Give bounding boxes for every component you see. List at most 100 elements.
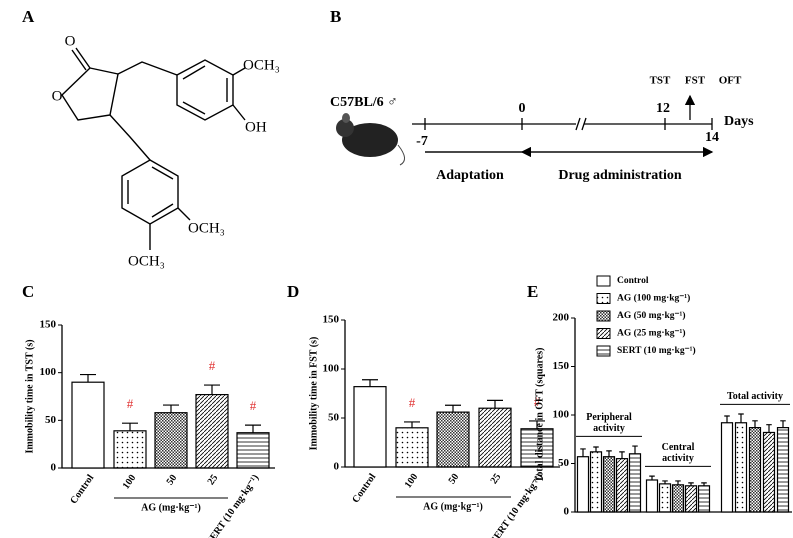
error-bar (245, 424, 261, 433)
group: OCH₃ (243, 57, 280, 73)
y-tick-label: 100 (553, 409, 570, 421)
y-axis-label: Immobility time in FST (s) (308, 337, 319, 451)
legend-label: AG (50 mg·kg⁻¹) (617, 310, 686, 321)
group-label-box: Total activity (726, 391, 783, 403)
annotation: # (209, 358, 216, 373)
bar (436, 411, 470, 468)
bar (154, 412, 188, 469)
error-bar (362, 379, 378, 387)
error-bar (649, 475, 655, 480)
y-tick-label: 50 (328, 412, 340, 424)
error-bar (606, 450, 612, 457)
group-label: Peripheral activity (586, 412, 632, 435)
bar (671, 484, 685, 513)
bar (353, 386, 387, 468)
group-label: AG (mg·kg⁻¹) (141, 502, 201, 513)
bar (615, 458, 629, 513)
y-axis-label: Total distance in OFT (squares) (534, 348, 545, 483)
bar (71, 381, 105, 469)
atom: O (52, 88, 63, 104)
timeline-tick: 0 (519, 101, 526, 116)
error-bar (766, 424, 772, 433)
bar (602, 456, 616, 513)
bar (734, 422, 748, 513)
error-bar (404, 421, 420, 428)
test-label: TST (650, 75, 671, 87)
mouse (336, 113, 405, 166)
group: OCH₃ (188, 220, 225, 236)
panel-label: A (22, 7, 35, 26)
error-bar (204, 384, 220, 395)
error-bar (701, 482, 707, 486)
group: OH (245, 119, 267, 135)
bar (658, 483, 672, 513)
bar (645, 479, 659, 513)
error-bar (487, 399, 503, 409)
error-bar (580, 448, 586, 457)
error-bar (529, 420, 545, 429)
error-bar (619, 451, 625, 459)
atom: O (65, 33, 76, 49)
error-bar (675, 480, 681, 485)
legend-swatch (596, 345, 611, 357)
error-bar (163, 404, 179, 413)
annotation: # (250, 398, 257, 413)
timeline-axis (412, 94, 712, 152)
bar (589, 451, 603, 513)
bar (113, 430, 147, 469)
bar (762, 431, 776, 513)
group-label: Total activity (726, 391, 783, 403)
x-tick-label: 100 (403, 472, 421, 491)
timeline-unit: Days (724, 114, 754, 129)
legend-swatch (596, 310, 611, 322)
error-bar (662, 480, 668, 484)
y-tick-label: 0 (51, 462, 57, 474)
error-bar (752, 420, 758, 428)
test-label: OFT (719, 75, 742, 87)
test-label: FST (685, 75, 706, 87)
bar (576, 456, 590, 513)
y-axis-label: Immobility time in TST (s) (24, 339, 35, 453)
x-tick-label: 50 (165, 473, 180, 488)
annotation: # (409, 395, 416, 410)
error-bar (688, 482, 694, 486)
x-tick-label: 25 (206, 473, 221, 488)
group-label: Central activity (661, 442, 695, 465)
timeline-tick: -7 (416, 134, 428, 149)
y-tick-label: 0 (564, 506, 570, 518)
error-bar (593, 446, 599, 452)
bar (478, 407, 512, 468)
bar (684, 485, 698, 513)
phase-label: Adaptation (436, 168, 504, 183)
error-bar (738, 413, 744, 423)
phase-label: Drug administration (558, 168, 682, 183)
x-tick-label: 25 (489, 472, 504, 487)
group-label-box: Peripheral activity (586, 412, 632, 435)
bar (748, 427, 762, 513)
group: OCH₃ (128, 253, 165, 269)
x-tick-label: 50 (447, 472, 462, 487)
y-tick-label: 150 (40, 319, 57, 331)
legend-label: AG (100 mg·kg⁻¹) (617, 293, 690, 304)
annotation: # (534, 394, 541, 409)
y-tick-label: 0 (334, 461, 340, 473)
y-tick-label: 200 (553, 312, 570, 324)
bar (720, 422, 734, 513)
error-bar (122, 422, 138, 431)
panel-label: B (330, 7, 341, 26)
timeline-tick: 12 (656, 101, 670, 116)
bar (776, 427, 790, 513)
error-bar (445, 404, 461, 413)
legend-label: Control (617, 276, 649, 286)
bar (520, 428, 554, 468)
y-tick-label: 50 (45, 414, 57, 426)
error-bar (632, 445, 638, 454)
y-tick-label: 150 (323, 314, 340, 326)
y-tick-label: 50 (558, 457, 570, 469)
bar (195, 393, 229, 469)
bar (628, 453, 642, 513)
x-tick-label: Control (68, 473, 96, 507)
x-tick-label: Control (350, 472, 378, 506)
structure (61, 47, 246, 250)
legend-label: SERT (10 mg·kg⁻¹) (617, 345, 696, 356)
